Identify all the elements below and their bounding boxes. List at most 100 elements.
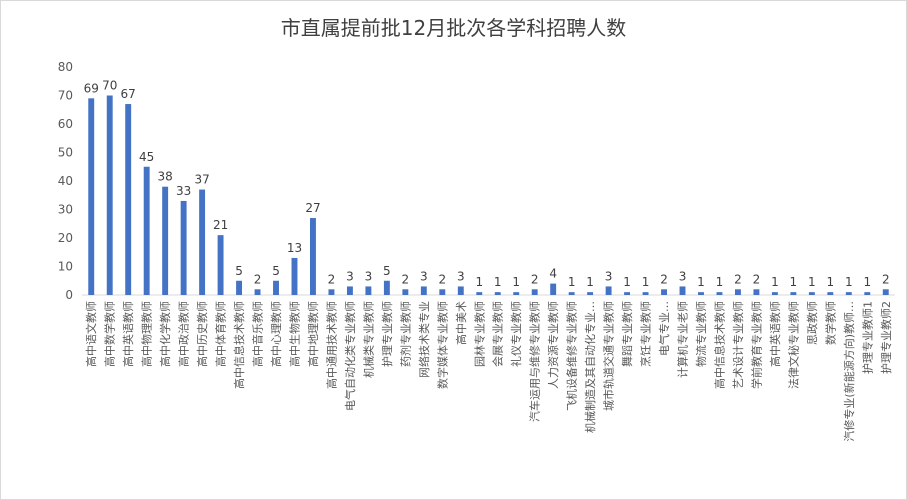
category-label: 电气专业… [657, 301, 671, 356]
category-label: 药剂专业教师 [398, 301, 412, 367]
category-label: 高中体育教师 [214, 301, 228, 367]
category-label: 高中物理教师 [140, 301, 154, 367]
category-label: 高中语文教师 [84, 301, 98, 367]
bar [605, 286, 612, 295]
bar [771, 292, 778, 295]
data-label: 3 [457, 269, 465, 283]
y-tick-label: 40 [58, 174, 73, 188]
bar [106, 95, 113, 295]
y-tick-label: 10 [58, 260, 73, 274]
bar [624, 292, 631, 295]
category-label: 汽修专业(新能源方向)教师… [842, 301, 856, 442]
data-label: 1 [863, 275, 871, 289]
category-label: 高中化学教师 [158, 301, 172, 367]
category-label: 护理专业教师1 [860, 301, 874, 374]
data-label: 3 [346, 269, 354, 283]
data-label: 2 [328, 272, 336, 286]
bar [845, 292, 852, 295]
data-label: 70 [102, 79, 117, 93]
bar [420, 286, 427, 295]
bar [402, 289, 409, 295]
category-label: 高中政治教师 [177, 301, 191, 367]
category-label: 礼仪专业教师 [509, 301, 523, 367]
data-label: 2 [753, 272, 761, 286]
category-label: 法律文秘专业教师 [786, 301, 800, 389]
bar [734, 289, 741, 295]
category-label: 护理专业教师2 [879, 301, 893, 374]
bar [808, 292, 815, 295]
data-label: 2 [531, 272, 539, 286]
bar [88, 98, 95, 295]
data-label: 1 [586, 275, 594, 289]
bar [310, 218, 316, 295]
bar [661, 289, 667, 295]
bar [162, 186, 169, 295]
category-label: 烹饪专业教师 [639, 301, 653, 367]
bar [254, 289, 261, 295]
category-label: 高中英语教师 [768, 301, 782, 367]
y-tick-label: 30 [58, 203, 73, 217]
category-label: 汽车运用与维修专业教师 [528, 301, 542, 422]
y-tick-label: 60 [58, 117, 73, 131]
data-label: 1 [716, 275, 724, 289]
category-label: 高中音乐教师 [251, 301, 265, 367]
data-label: 2 [882, 272, 890, 286]
category-label: 高中通用技术教师 [324, 301, 338, 389]
y-tick-label: 80 [58, 60, 73, 74]
bar [790, 292, 797, 295]
data-label: 2 [402, 272, 410, 286]
bar [365, 286, 372, 295]
category-label: 数学教师 [823, 301, 837, 345]
data-label: 69 [84, 81, 99, 95]
data-label: 3 [420, 269, 428, 283]
data-label: 2 [660, 272, 668, 286]
data-label: 1 [790, 275, 798, 289]
category-label: 物流专业教师 [694, 301, 708, 367]
data-label: 45 [139, 150, 154, 164]
y-tick-label: 70 [58, 89, 73, 103]
category-label: 高中信息技术教师 [712, 301, 726, 389]
category-label: 城市轨道交通专业教师 [602, 301, 616, 411]
data-label: 1 [568, 275, 576, 289]
bar [199, 189, 206, 295]
data-label: 3 [679, 269, 687, 283]
bar [217, 235, 224, 295]
bar [143, 166, 150, 295]
data-label: 2 [438, 272, 446, 286]
data-label: 1 [845, 275, 853, 289]
data-label: 3 [365, 269, 373, 283]
bars [88, 95, 889, 295]
bar [125, 104, 132, 295]
data-label: 27 [305, 201, 320, 215]
data-label: 1 [771, 275, 779, 289]
bar [642, 292, 649, 295]
category-label: 舞蹈专业教师 [620, 301, 634, 367]
category-label: 网络技术类专业 [417, 301, 431, 378]
data-label: 1 [512, 275, 520, 289]
data-label: 5 [272, 264, 280, 278]
category-label: 高中英语教师 [121, 301, 135, 367]
bar [753, 289, 760, 295]
category-label: 飞机设备维修专业教师 [565, 301, 579, 411]
bar [494, 292, 501, 295]
bar [587, 292, 594, 295]
category-label: 机械制造及其自动化专业… [583, 301, 597, 433]
data-label: 5 [235, 264, 243, 278]
bar [273, 280, 279, 295]
category-label: 高中地理教师 [306, 301, 320, 367]
data-label: 21 [213, 218, 228, 232]
data-label: 1 [494, 275, 502, 289]
data-label: 37 [194, 173, 209, 187]
category-label: 机械类专业教师 [361, 301, 375, 378]
data-label: 33 [176, 184, 191, 198]
bar [383, 280, 390, 295]
category-label: 高中历史教师 [195, 301, 209, 367]
y-axis: 0 10 20 30 40 50 60 70 80 [58, 60, 895, 302]
data-label: 1 [475, 275, 483, 289]
data-label: 1 [808, 275, 816, 289]
category-label: 护理专业教师 [380, 301, 394, 367]
bar [291, 257, 298, 295]
category-label: 思政教师 [805, 301, 819, 345]
